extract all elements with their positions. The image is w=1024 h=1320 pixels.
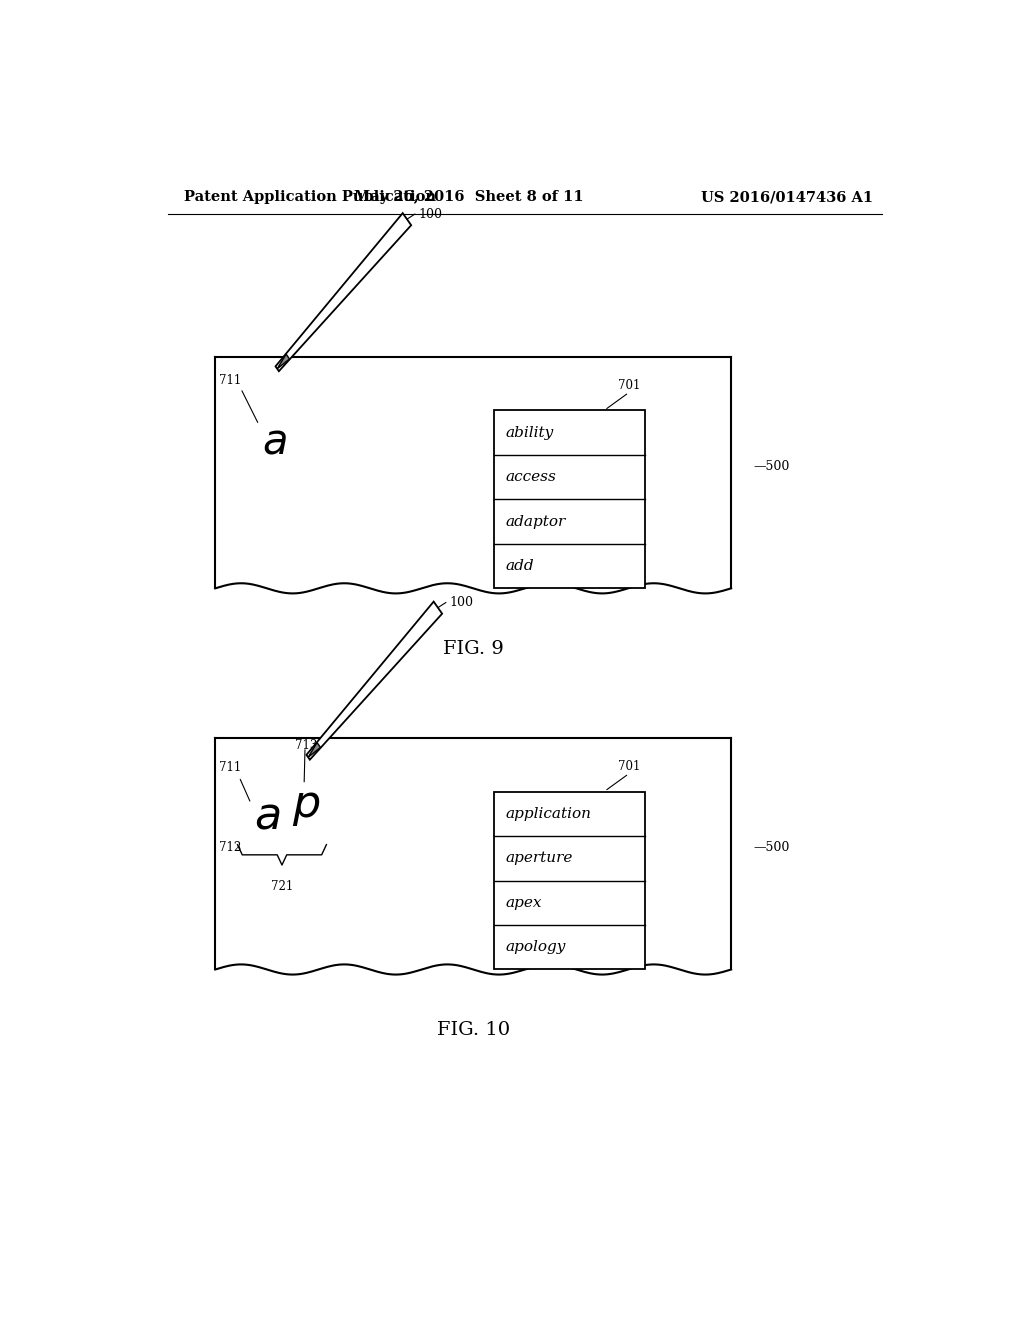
Text: —500: —500 — [754, 841, 790, 854]
Text: US 2016/0147436 A1: US 2016/0147436 A1 — [700, 190, 872, 205]
Polygon shape — [306, 602, 442, 760]
Text: 713: 713 — [295, 739, 317, 751]
Text: $\mathit{a}$: $\mathit{a}$ — [262, 421, 287, 463]
Text: 701: 701 — [618, 379, 641, 392]
Text: aperture: aperture — [506, 851, 573, 866]
Text: May 26, 2016  Sheet 8 of 11: May 26, 2016 Sheet 8 of 11 — [354, 190, 584, 205]
Text: 711: 711 — [219, 375, 242, 388]
Text: $\mathit{a}$: $\mathit{a}$ — [254, 795, 280, 837]
Text: 712: 712 — [219, 841, 242, 854]
Text: access: access — [506, 470, 557, 484]
Text: adaptor: adaptor — [506, 515, 566, 528]
Text: $\mathit{p}$: $\mathit{p}$ — [293, 784, 321, 828]
Text: application: application — [506, 807, 592, 821]
Text: 711: 711 — [219, 760, 242, 774]
Text: apology: apology — [506, 940, 566, 954]
Text: Patent Application Publication: Patent Application Publication — [183, 190, 435, 205]
Text: ability: ability — [506, 426, 554, 440]
Bar — [494, 411, 645, 589]
Polygon shape — [308, 743, 321, 758]
Text: 701: 701 — [618, 760, 641, 774]
Text: —500: —500 — [754, 459, 790, 473]
Text: add: add — [506, 560, 535, 573]
Text: FIG. 9: FIG. 9 — [442, 640, 504, 659]
Polygon shape — [278, 354, 290, 368]
Text: FIG. 10: FIG. 10 — [436, 1022, 510, 1039]
Text: 100: 100 — [419, 207, 442, 220]
Bar — [494, 792, 645, 969]
Text: apex: apex — [506, 896, 543, 909]
Polygon shape — [275, 213, 412, 371]
Text: 721: 721 — [270, 880, 293, 894]
Text: 100: 100 — [450, 597, 474, 609]
